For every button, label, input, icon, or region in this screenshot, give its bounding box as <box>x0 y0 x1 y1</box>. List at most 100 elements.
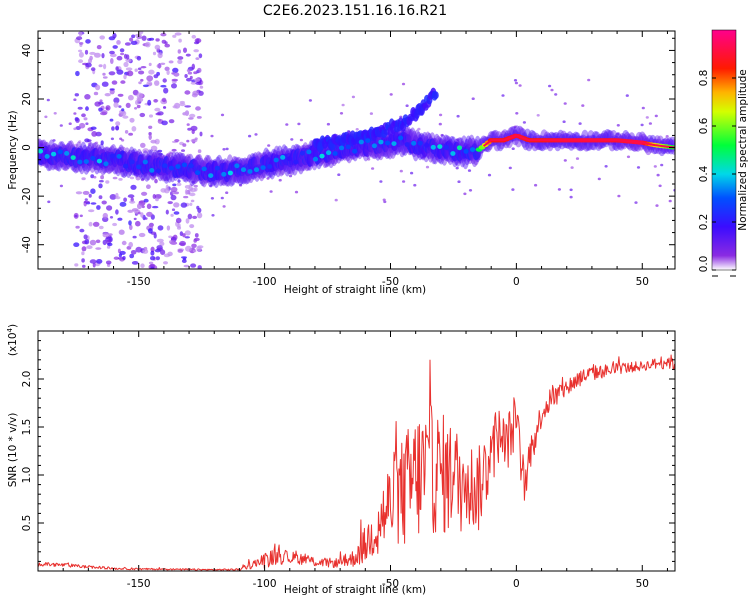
spectrogram-speckle <box>143 198 149 203</box>
spectrogram-speckle <box>119 250 126 255</box>
spectrogram-speckle <box>105 107 109 110</box>
spectrogram-speckle <box>117 93 124 97</box>
snr-x-tick-label: -100 <box>253 578 277 590</box>
spectrogram-speckle <box>347 130 351 133</box>
spectrogram-y-tick-label: 20 <box>21 92 33 105</box>
spectrogram-speckle <box>102 212 109 219</box>
spectrogram-ridge-point <box>175 164 181 169</box>
spectrogram-speckle <box>152 51 157 56</box>
spectrogram-speckle <box>185 245 192 252</box>
spectrogram-speckle <box>158 152 163 156</box>
spectrogram-speckle <box>170 213 174 217</box>
spectrogram-speckle <box>536 114 540 117</box>
spectrogram-speckle <box>115 121 121 126</box>
spectrogram-speckle <box>183 47 187 53</box>
spectrogram-speckle <box>198 90 204 96</box>
spectrogram-speckle <box>84 49 89 55</box>
spectrogram-speckle <box>153 74 159 79</box>
spectrogram-speckle <box>135 175 141 181</box>
spectrogram-speckle <box>117 217 123 221</box>
spectrogram-layer <box>38 31 675 269</box>
spectrogram-speckle <box>46 98 50 102</box>
spectrogram-speckle <box>199 131 203 137</box>
spectrogram-ridge-point <box>267 164 273 169</box>
spectrogram-speckle <box>578 122 582 125</box>
spectrogram-speckle <box>154 80 160 86</box>
spectrogram-speckle <box>88 58 92 64</box>
spectrogram-speckle <box>75 117 80 123</box>
spectrogram-speckle <box>163 87 169 94</box>
spectrogram-speckle <box>518 84 522 87</box>
spectrogram-speckle <box>173 72 180 77</box>
spectrogram-speckle <box>84 239 90 245</box>
spectrogram-speckle <box>196 246 202 252</box>
spectrogram-speckle <box>138 31 144 35</box>
spectrogram-speckle <box>168 151 174 154</box>
spectrogram-ridge-point <box>470 147 476 153</box>
spectrogram-speckle <box>127 94 134 101</box>
spectrogram-speckle <box>74 93 80 97</box>
spectrogram-speckle <box>118 178 123 181</box>
spectrogram-ridge-point <box>358 139 364 145</box>
spectrogram-speckle <box>269 190 273 193</box>
spectrogram-speckle <box>195 154 201 160</box>
spectrogram-speckle <box>199 85 204 89</box>
spectrogram-speckle <box>160 188 167 193</box>
spectrogram-speckle <box>92 221 100 227</box>
spectrogram-speckle <box>534 183 538 187</box>
spectrogram-speckle <box>127 194 135 198</box>
spectrogram-speckle <box>220 113 225 117</box>
spectrogram-y-tick-label: -20 <box>21 188 33 205</box>
spectrogram-speckle <box>100 175 104 180</box>
spectrogram-speckle <box>83 200 90 204</box>
spectrogram-speckle <box>171 72 175 75</box>
spectrogram-speckle <box>175 217 182 224</box>
spectrogram-speckle <box>119 137 123 141</box>
spectrogram-ridge-point <box>103 161 109 167</box>
spectrogram-speckle <box>641 106 645 110</box>
spectrogram-speckle <box>98 183 103 189</box>
spectrogram-speckle <box>179 231 184 237</box>
spectrogram-ridge-point <box>44 154 50 159</box>
spectrogram-speckle <box>154 178 158 184</box>
spectrogram-ridge-point <box>208 173 214 179</box>
spectrogram-speckle <box>170 186 178 193</box>
spectrogram-speckle <box>140 66 147 69</box>
spectrogram-speckle <box>157 52 163 59</box>
spectrogram-speckle <box>154 44 161 50</box>
spectrogram-speckle <box>515 112 519 115</box>
spectrogram-speckle <box>92 262 96 268</box>
spectrogram-speckle <box>123 74 127 80</box>
spectrogram-speckle <box>186 153 191 159</box>
spectrogram-speckle <box>93 175 97 179</box>
spectrogram-speckle <box>103 63 107 70</box>
spectrogram-speckle <box>210 197 214 200</box>
spectrogram-speckle <box>148 125 153 129</box>
spectrogram-speckle <box>98 225 104 230</box>
spectrogram-speckle <box>123 61 129 68</box>
spectrogram-speckle <box>334 198 338 202</box>
spectrogram-speckle <box>84 94 91 100</box>
spectrogram-speckle <box>194 187 198 192</box>
spectrogram-speckle <box>122 256 126 260</box>
spectrogram-speckle <box>138 70 145 75</box>
spectrogram-speckle <box>154 107 161 112</box>
colorbar-tick-label: 0.6 <box>698 117 710 134</box>
spectrogram-speckle <box>570 166 574 169</box>
snr-layer <box>38 354 675 571</box>
spectrogram-speckle <box>115 66 119 71</box>
spectrogram-speckle <box>148 261 154 265</box>
spectrogram-speckle <box>113 256 120 260</box>
spectrogram-speckle <box>225 191 229 194</box>
spectrogram-speckle <box>225 147 229 151</box>
spectrogram-speckle <box>163 106 167 109</box>
spectrogram-speckle <box>184 74 188 78</box>
snr-ticks: -150 -100 -50 0 50 0.5 1.0 1.5 2.0 <box>21 331 675 590</box>
spectrogram-speckle <box>112 45 118 49</box>
spectrogram-speckle <box>382 198 386 202</box>
spectrogram-speckle <box>108 167 115 172</box>
spectrogram-ridge-point <box>240 167 247 173</box>
snr-y-tick-label: 1.0 <box>21 467 33 484</box>
spectrogram-speckle <box>173 202 180 208</box>
